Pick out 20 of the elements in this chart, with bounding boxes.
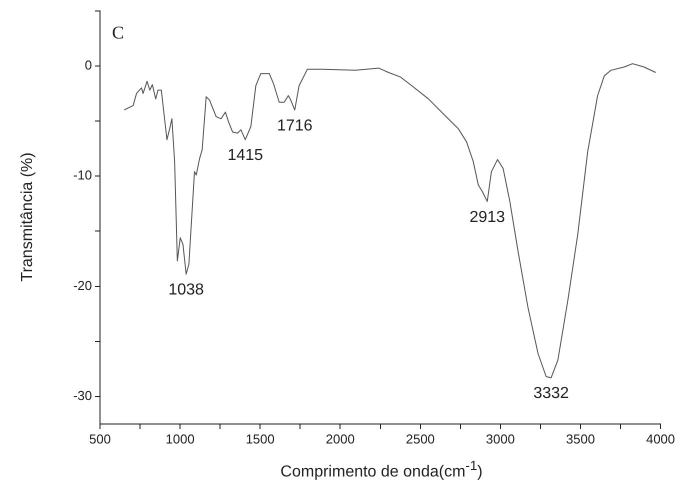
x-tick-label: 3000 <box>486 431 515 446</box>
y-tick-label: -30 <box>73 388 92 404</box>
x-tick-label: 3500 <box>566 431 595 446</box>
x-tick-label: 2500 <box>406 431 435 446</box>
x-tick-label: 1000 <box>166 431 195 446</box>
x-tick-label: 500 <box>89 431 111 446</box>
annotation: C <box>112 22 124 43</box>
annotation: 1038 <box>168 282 204 299</box>
y-tick-label: -20 <box>73 278 92 293</box>
x-tick-label: 1500 <box>246 431 275 446</box>
annotation: 2913 <box>469 208 506 226</box>
annotation: 3332 <box>533 385 570 402</box>
y-axis-title: Transmitância (%) <box>19 152 37 282</box>
x-axis-title: Comprimento de onda(cm$^{-1}$) <box>279 458 484 482</box>
x-tick-label: 4000 <box>646 431 675 446</box>
annotation: 1415 <box>227 147 264 164</box>
annotation: 1716 <box>276 117 313 134</box>
y-tick-label: 0 <box>84 57 92 72</box>
y-tick-label: -10 <box>73 168 92 183</box>
x-tick-label: 2000 <box>326 431 355 446</box>
